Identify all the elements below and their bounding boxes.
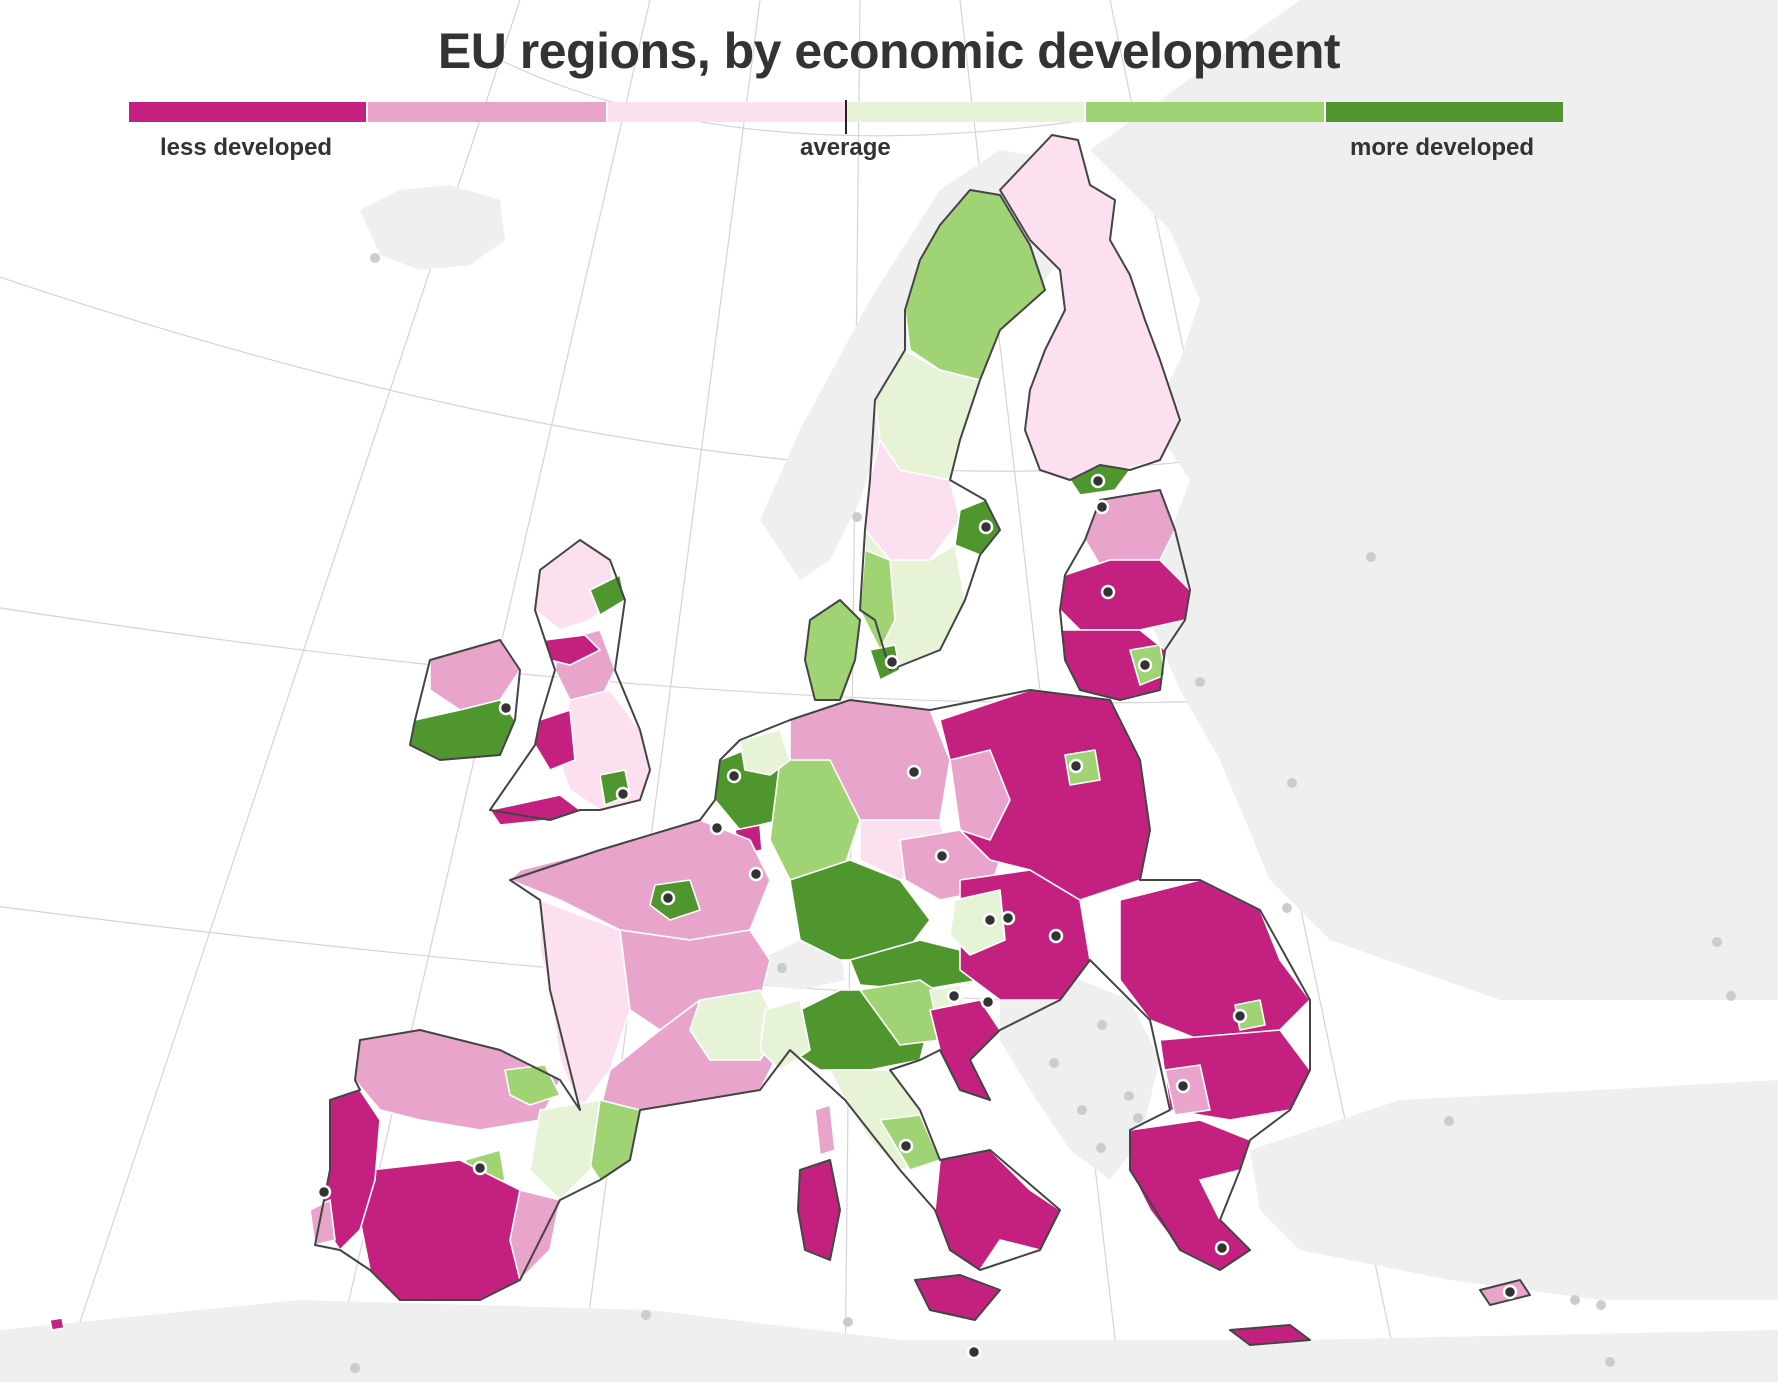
region-bratislava	[949, 889, 1006, 956]
region-basque	[504, 1064, 561, 1106]
capital-athens	[1214, 1240, 1230, 1256]
region-latvia	[1059, 559, 1191, 631]
capital-luxembourg	[748, 866, 764, 882]
capital-zagreb	[980, 994, 996, 1010]
region-paris	[649, 879, 701, 921]
legend-class-1	[129, 102, 369, 122]
region-corsica	[814, 1104, 836, 1156]
map-title: EU regions, by economic development	[437, 23, 1341, 79]
legend-label-average: average	[800, 134, 891, 161]
region-malta	[49, 1317, 65, 1331]
capital-vienna	[982, 912, 998, 928]
capital-paris	[660, 890, 676, 906]
eu-outlines	[314, 134, 1531, 1346]
capital-tallinn	[1094, 499, 1110, 515]
capital-berlin	[906, 764, 922, 780]
russia-land	[1090, 0, 1778, 1000]
color-legend	[129, 102, 1563, 122]
capital-ljubljana	[946, 988, 962, 1004]
legend-class-3	[607, 102, 847, 122]
capital-dublin	[498, 700, 514, 716]
region-stockholm	[954, 499, 1001, 556]
capital-copenhagen	[884, 654, 900, 670]
region-romania	[1119, 879, 1311, 1041]
capital-sofia	[1175, 1078, 1191, 1094]
turkey-land	[1250, 1080, 1778, 1300]
capital-rome	[898, 1138, 914, 1154]
capital-nicosia	[1502, 1284, 1518, 1300]
north-africa-land	[0, 1300, 1778, 1382]
region-rhone-alpes	[689, 989, 781, 1061]
capital-stockholm	[978, 519, 994, 535]
region-denmark	[804, 599, 861, 701]
capital-prague	[934, 848, 950, 864]
capital-warsaw	[1068, 758, 1084, 774]
region-ni	[544, 634, 601, 666]
capital-budapest	[1048, 928, 1064, 944]
legend-class-2	[368, 102, 608, 122]
region-germany-south	[789, 859, 931, 961]
capital-madrid	[472, 1160, 488, 1176]
iceland-land	[360, 185, 505, 270]
capital-brussels	[709, 820, 725, 836]
legend-class-5	[1086, 102, 1326, 122]
capital-vilnius	[1137, 657, 1153, 673]
legend-label-high: more developed	[1350, 134, 1535, 161]
region-poland-west	[949, 749, 1011, 841]
region-sicily	[914, 1274, 1001, 1321]
legend-average-tick	[845, 100, 847, 134]
region-spain-east	[509, 1189, 561, 1281]
capital-valletta	[966, 1344, 982, 1360]
capital-dots	[316, 473, 1518, 1360]
legend-class-6	[1325, 102, 1563, 122]
capital-london	[615, 786, 631, 802]
region-italy-nw	[759, 999, 811, 1071]
capital-lisbon	[316, 1184, 332, 1200]
balkans-land	[1000, 980, 1160, 1180]
region-cornwall	[489, 794, 581, 826]
capital-bucharest	[1232, 1008, 1248, 1024]
region-greece	[1129, 1119, 1251, 1271]
region-aragon	[529, 1099, 601, 1201]
capital-riga	[1100, 584, 1116, 600]
legend-label-low: less developed	[160, 134, 333, 161]
region-netherlands	[739, 729, 791, 776]
legend-class-4	[846, 102, 1087, 122]
capital-bratislava	[1000, 910, 1016, 926]
other-city-dots	[350, 253, 1736, 1373]
capital-helsinki	[1090, 473, 1106, 489]
capital-amsterdam	[726, 768, 742, 784]
